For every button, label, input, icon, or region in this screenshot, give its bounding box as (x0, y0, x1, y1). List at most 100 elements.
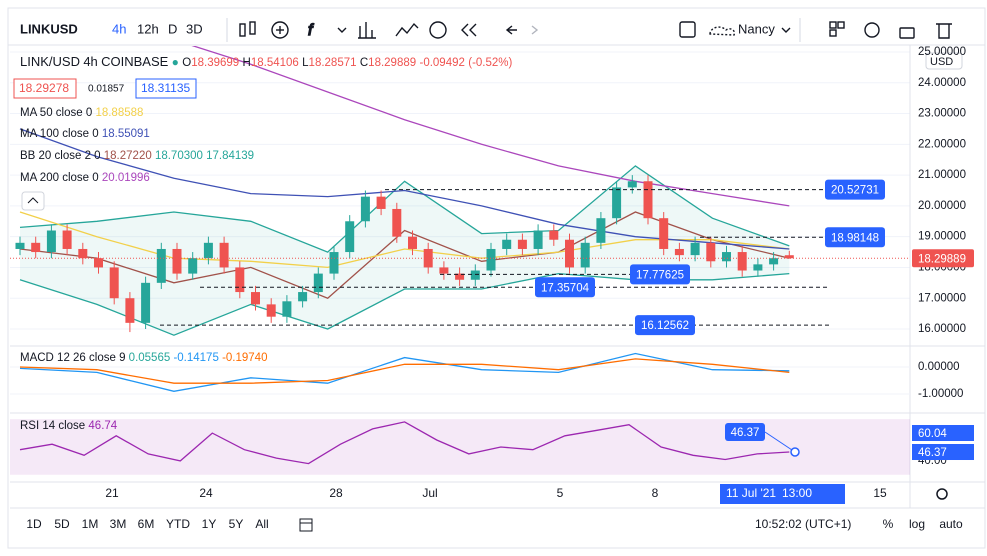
legend-item: 46.74 (88, 420, 117, 432)
indicator-legend: MA 100 close 0 18.55091 (20, 128, 150, 140)
legend-item: -0.14175 (173, 352, 218, 364)
candle-body (690, 242, 700, 256)
x-tick-label: 21 (105, 486, 119, 500)
candle-body (329, 252, 339, 274)
candle-body (627, 181, 637, 188)
y-tick-label: -1.00000 (918, 388, 963, 400)
layout-name[interactable]: Nancy (738, 21, 775, 36)
ohlc-value: 18.29889 (368, 57, 416, 69)
candle-body (219, 242, 229, 268)
range-button[interactable]: 1Y (202, 517, 217, 531)
ask: 18.31135 (141, 81, 190, 95)
marker-line (764, 431, 796, 453)
candle-body (298, 292, 308, 302)
candle-body (580, 242, 590, 268)
interval: 4h (83, 54, 97, 69)
legend-item: BB 20 close 2 0 (20, 150, 101, 162)
candle-body (282, 301, 292, 317)
candle-body (470, 270, 480, 280)
level-label: 18.98148 (831, 232, 879, 244)
y-tick-label: 21.00000 (918, 169, 966, 181)
candle-body (392, 208, 402, 237)
x-tick-label: 5 (557, 486, 564, 500)
candle-body (722, 252, 731, 262)
interval[interactable]: 4h (112, 21, 126, 36)
symbol[interactable]: LINKUSD (20, 21, 78, 36)
scale-option[interactable]: log (909, 517, 925, 531)
candle-body (188, 258, 198, 274)
candle-body (360, 196, 370, 222)
frame (7, 7, 986, 549)
candle-body (141, 282, 151, 323)
ohlc-label: O (182, 57, 191, 69)
legend-item: MA 50 close 0 (20, 107, 92, 119)
legend-item: MACD 12 26 close 9 (20, 352, 125, 364)
candle-body (486, 248, 496, 271)
x-tick-label: 28 (329, 486, 343, 500)
legend-item: 18.27220 (104, 150, 152, 162)
currency-box[interactable] (925, 52, 963, 70)
level-label: 20.52731 (831, 185, 879, 197)
y-tick-label: 19.00000 (918, 231, 966, 243)
range-button[interactable]: 3M (110, 517, 127, 531)
legend-item: MA 200 close 0 (20, 172, 99, 184)
level-label: 17.77625 (636, 269, 684, 281)
ohlc-label: L (302, 57, 309, 69)
crosshair-time: 13:00 (782, 486, 812, 500)
axis-marker: 60.04 (918, 428, 947, 440)
x-tick-label: 15 (873, 486, 887, 500)
interval[interactable]: 12h (137, 21, 159, 36)
y-tick-label: 16.00000 (918, 323, 966, 335)
legend-item: 0.05565 (129, 352, 171, 364)
legend-item: -0.19740 (222, 352, 267, 364)
indicator-legend: MA 200 close 0 20.01996 (20, 172, 150, 184)
y-tick-label: 24.00000 (918, 77, 966, 89)
rsi-line (19, 421, 790, 465)
legend-item: 18.70300 (155, 150, 203, 162)
marker-label: 46.37 (731, 427, 760, 439)
candle-body (345, 221, 355, 253)
svg-text:f: f (308, 22, 314, 39)
range-button[interactable]: 6M (138, 517, 155, 531)
interval[interactable]: 3D (186, 21, 203, 36)
candle-body (439, 267, 449, 274)
candle-body (423, 248, 433, 268)
y-tick-label: 22.00000 (918, 138, 966, 150)
range-button[interactable]: YTD (166, 517, 190, 531)
candle-body (706, 242, 716, 262)
change-pct: (-0.52%) (468, 57, 512, 69)
range-button[interactable]: 1M (82, 517, 99, 531)
candle-body (62, 230, 72, 249)
candle-body (408, 236, 417, 249)
candle-body (46, 230, 56, 253)
crosshair-box (720, 484, 845, 504)
axis-marker: 46.37 (918, 447, 947, 459)
y-tick-label: 20.00000 (918, 200, 966, 212)
ohlc-value: 18.39699 (191, 57, 239, 69)
level-label-box (630, 264, 690, 285)
settings-icon[interactable] (936, 488, 948, 500)
bid-box (13, 78, 77, 99)
level-label-box (825, 227, 885, 248)
bb-upper (19, 165, 790, 253)
ohlc-label: C (360, 57, 368, 69)
goto-icon[interactable] (299, 518, 313, 532)
currency[interactable]: USD (930, 56, 953, 68)
candle-body (549, 230, 559, 240)
candle-body (596, 218, 606, 243)
scale-option[interactable]: auto (939, 517, 963, 531)
range-button[interactable]: 5Y (229, 517, 244, 531)
price-pane (10, 46, 910, 336)
y-tick-label: 17.00000 (918, 292, 966, 304)
marker-box (725, 423, 765, 441)
range-button[interactable]: 1D (26, 517, 42, 531)
ask-box (135, 78, 197, 99)
legend-item: 18.88588 (95, 107, 143, 119)
scale-option[interactable]: % (883, 517, 894, 531)
interval[interactable]: D (168, 21, 177, 36)
ohlc-label: H (243, 57, 251, 69)
candle-body (455, 273, 465, 280)
range-button[interactable]: All (255, 517, 268, 531)
toolbar-icons[interactable]: f (226, 18, 952, 42)
range-button[interactable]: 5D (54, 517, 70, 531)
